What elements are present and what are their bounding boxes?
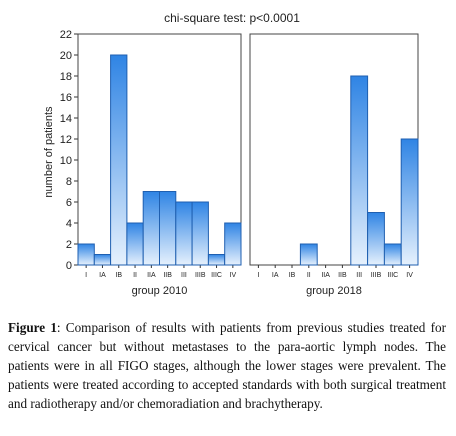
y-tick-label: 10 bbox=[60, 155, 72, 167]
bar bbox=[350, 75, 369, 266]
x-axis-label: group 2018 bbox=[306, 285, 362, 297]
x-tick-label: IV bbox=[230, 272, 237, 279]
y-tick-label: 22 bbox=[60, 29, 72, 41]
x-tick-label: III bbox=[181, 272, 187, 279]
x-tick-label: I bbox=[257, 272, 259, 279]
x-tick-label: IV bbox=[406, 272, 413, 279]
x-tick-label: IB bbox=[289, 272, 296, 279]
x-tick-label: IIIC bbox=[211, 272, 222, 279]
bar bbox=[93, 254, 112, 266]
x-tick-label: IIIB bbox=[195, 272, 206, 279]
bar bbox=[191, 201, 209, 266]
y-tick-label: 6 bbox=[66, 197, 72, 209]
y-tick-label: 14 bbox=[60, 113, 72, 125]
y-tick-label: 16 bbox=[60, 92, 72, 104]
y-tick-label: 18 bbox=[60, 71, 72, 83]
x-tick-label: II bbox=[307, 272, 311, 279]
y-axis-label: number of patients bbox=[43, 106, 55, 198]
bar bbox=[175, 201, 193, 266]
bar bbox=[159, 191, 177, 266]
bar bbox=[207, 254, 226, 266]
x-tick-label: IB bbox=[115, 272, 122, 279]
x-tick-label: I bbox=[85, 272, 87, 279]
x-tick-label: IIIB bbox=[371, 272, 382, 279]
y-tick-label: 20 bbox=[60, 50, 72, 62]
bar bbox=[142, 191, 160, 266]
x-tick-label: IA bbox=[272, 272, 279, 279]
y-tick-label: 2 bbox=[66, 239, 72, 251]
y-axis: 0 2 4 6 8 10 12 14 16 18 20 22 bbox=[60, 29, 78, 272]
y-tick-label: 4 bbox=[66, 218, 72, 230]
caption-text: : Comparison of results with patients fr… bbox=[8, 320, 446, 411]
chart: chi-square test: p<0.0001 number of pati… bbox=[43, 11, 419, 297]
caption-label: Figure 1 bbox=[8, 320, 57, 335]
bar bbox=[367, 212, 385, 266]
x-tick-label: IIA bbox=[321, 272, 330, 279]
x-axis-label: group 2010 bbox=[132, 285, 188, 297]
x-tick-label: IA bbox=[99, 272, 106, 279]
x-tick-label: II bbox=[133, 272, 137, 279]
bar bbox=[400, 138, 419, 266]
x-tick-label: III bbox=[356, 272, 362, 279]
bar bbox=[383, 243, 402, 266]
x-tick-label: IIB bbox=[163, 272, 172, 279]
figure-caption: Figure 1: Comparison of results with pat… bbox=[8, 318, 446, 413]
chart-title: chi-square test: p<0.0001 bbox=[164, 11, 300, 25]
bar bbox=[299, 243, 318, 266]
panel-frame bbox=[249, 33, 419, 266]
x-tick-label: IIA bbox=[147, 272, 156, 279]
y-tick-label: 0 bbox=[66, 260, 72, 272]
bar bbox=[77, 243, 95, 266]
x-tick-label: IIIC bbox=[387, 272, 398, 279]
x-tick-label: IIB bbox=[338, 272, 347, 279]
y-tick-label: 12 bbox=[60, 134, 72, 146]
bar bbox=[110, 54, 128, 266]
bar bbox=[126, 222, 144, 266]
bar bbox=[224, 222, 242, 266]
y-tick-label: 8 bbox=[66, 176, 72, 188]
